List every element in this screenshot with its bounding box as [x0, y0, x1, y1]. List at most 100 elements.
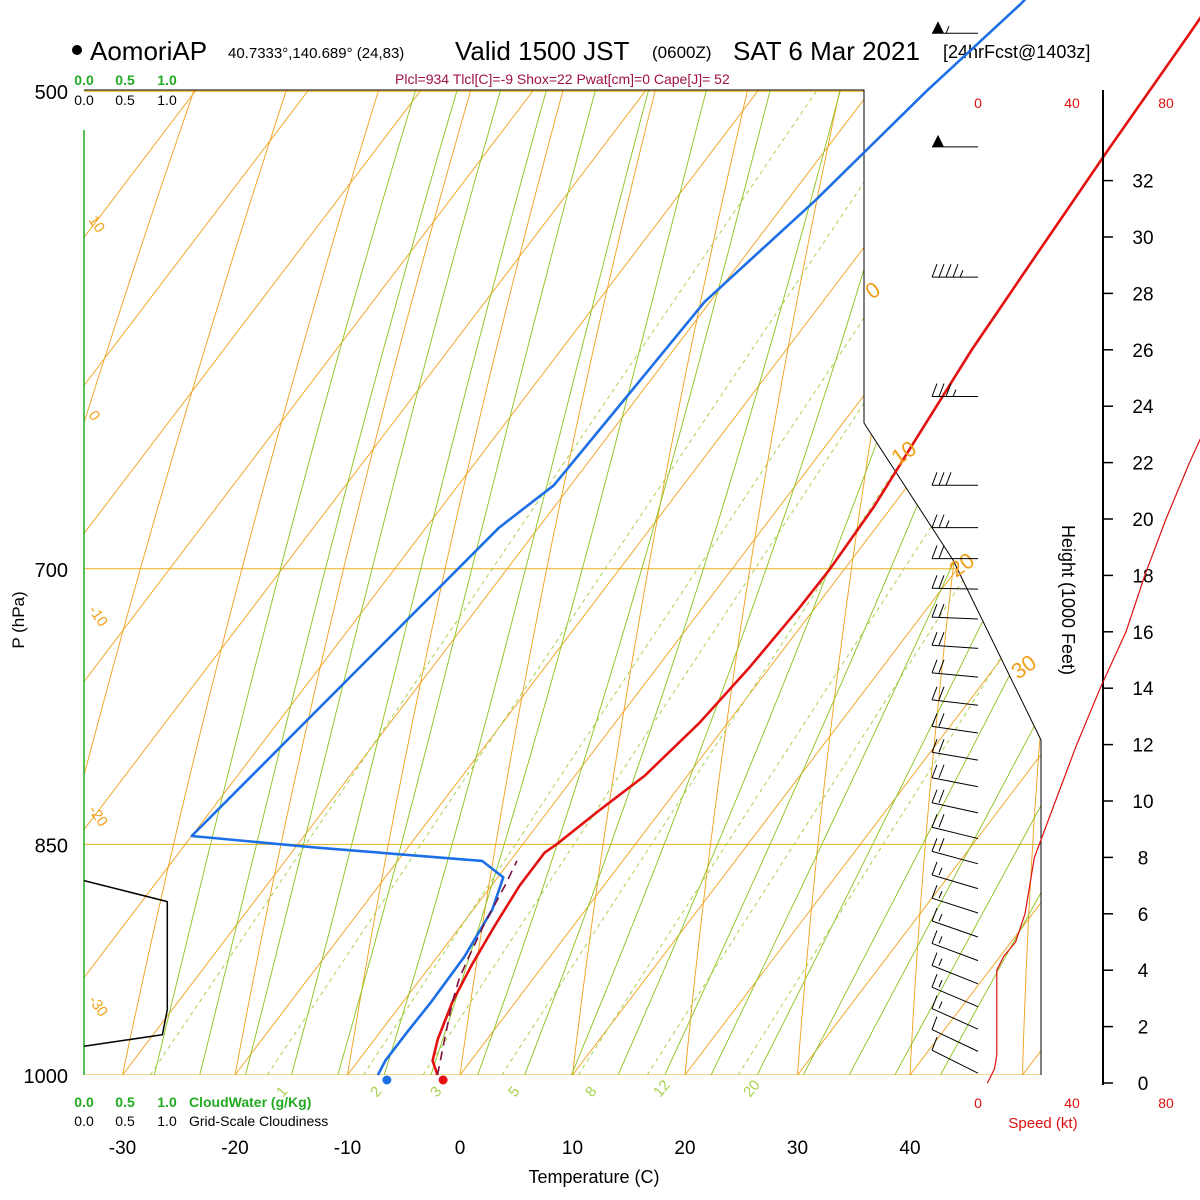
- cloudwater-tick-label: 0.5: [115, 72, 135, 88]
- temperature-tick-label: 0: [455, 1138, 466, 1159]
- forecast-info: [24hrFcst@1403z]: [943, 42, 1090, 62]
- isotherm-label: 0: [85, 408, 104, 425]
- dry-adiabat: [792, 90, 1041, 1075]
- wind-barb: [931, 545, 978, 560]
- wind-barb: [931, 974, 979, 1008]
- dry-adiabat: [564, 90, 1041, 1075]
- dry-adiabat: [84, 90, 597, 1075]
- wind-barb: [931, 995, 979, 1030]
- temperature-tick-label: -20: [221, 1138, 248, 1159]
- isotherm-line: [122, 90, 1041, 1075]
- moist-adiabat: [271, 90, 885, 1075]
- moist-adiabat: [181, 90, 812, 1075]
- isotherm-line: [84, 90, 1041, 1075]
- dry-adiabat: [84, 90, 671, 1075]
- sounding-indices: Plcl=934 Tlcl[C]=-9 Shox=22 Pwat[cm]=0 C…: [395, 71, 730, 87]
- x-axis-title: Temperature (C): [528, 1167, 659, 1187]
- wind-barb: [931, 264, 978, 278]
- station-dot-icon: [72, 45, 82, 55]
- isotherm-label: 10: [85, 213, 108, 236]
- height-tick-label: 18: [1132, 566, 1153, 587]
- temperature-tick-label: -10: [334, 1138, 361, 1159]
- height-tick-label: 32: [1132, 172, 1153, 193]
- mixing-ratio-line: [577, 90, 1041, 1075]
- cloudiness-panel: [83, 879, 169, 1048]
- height-tick-label: 20: [1132, 510, 1153, 531]
- moist-adiabat: [721, 90, 1041, 1075]
- temperature-tick-label: -30: [109, 1138, 136, 1159]
- wind-barb: [931, 952, 979, 985]
- wind-barb: [931, 514, 978, 529]
- speed-tick-label: 80: [1158, 95, 1174, 111]
- y-axis-title: P (hPa): [9, 591, 28, 648]
- wind-barb: [931, 1037, 979, 1074]
- cloudiness-tick-label: 0.0: [74, 1113, 94, 1129]
- height-tick-label: 24: [1132, 397, 1154, 418]
- wind-barb: [931, 686, 979, 706]
- height-tick-label: 2: [1138, 1018, 1149, 1039]
- temperature-tick-label: 40: [899, 1138, 920, 1159]
- height-tick-label: 30: [1132, 228, 1153, 249]
- wind-barb: [931, 814, 979, 840]
- isotherm-line: [909, 90, 1041, 1075]
- mixing-ratio-line: [266, 90, 1041, 1075]
- moist-adiabat: [496, 90, 1041, 1075]
- moist-adiabat: [586, 90, 1041, 1075]
- dry-adiabat: [1020, 90, 1041, 1075]
- moist-adiabat: [857, 90, 1041, 1075]
- pressure-tick-label: 850: [35, 835, 68, 857]
- cloudwater-label: CloudWater (g/Kg): [189, 1094, 311, 1110]
- wind-barb: [931, 603, 979, 620]
- chart-border: [84, 89, 1042, 1075]
- height-tick-label: 6: [1138, 905, 1149, 926]
- isotherm-label: -30: [85, 993, 111, 1021]
- moist-adiabat: [226, 90, 848, 1075]
- isotherm-line: [684, 90, 1041, 1075]
- isotherm-line: [84, 90, 831, 1075]
- height-tick-label: 28: [1132, 284, 1153, 305]
- wind-barb: [931, 632, 979, 649]
- wind-panel: [931, 21, 979, 1074]
- height-tick-label: 16: [1132, 623, 1153, 644]
- valid-time: Valid 1500 JST: [455, 36, 630, 66]
- temperature-line: [431, 16, 1200, 1076]
- moist-adiabat: [767, 90, 1041, 1075]
- moist-adiabat: [451, 90, 1041, 1075]
- height-tick-label: 0: [1138, 1074, 1149, 1095]
- wind-barb: [931, 659, 979, 678]
- height-axis-title: Height (1000 Feet): [1058, 525, 1078, 675]
- moist-adiabat: [316, 90, 925, 1075]
- background-grid: [84, 90, 1041, 1075]
- isotherm-line: [84, 90, 944, 1075]
- wind-barb: [931, 713, 979, 734]
- cloudiness-tick-label: 1.0: [157, 1113, 177, 1129]
- wind-barb: [932, 134, 978, 148]
- moist-adiabat: [541, 90, 1041, 1075]
- height-panel: 0246810121416182022242628303200404080801…: [974, 90, 1200, 1111]
- temperature-tick-label: 30: [787, 1138, 808, 1159]
- isotherm-line: [572, 90, 1041, 1075]
- height-tick-label: 8: [1138, 848, 1149, 869]
- mixing-ratio-label: 20: [740, 1077, 764, 1101]
- dry-adiabat: [107, 90, 746, 1075]
- isotherm-label: -20: [85, 803, 111, 831]
- cloudiness-tick-label: 1.0: [157, 92, 177, 108]
- surface-temperature-point: [438, 1075, 448, 1085]
- wind-barb: [931, 575, 979, 590]
- speed-tick-label: 0: [974, 95, 982, 111]
- pressure-tick-label: 700: [35, 560, 68, 582]
- mixing-ratio-line: [737, 90, 1041, 1075]
- mixing-ratio-label: 3: [427, 1083, 445, 1100]
- wind-barb: [931, 838, 979, 865]
- mixing-ratio-label: 2: [367, 1083, 385, 1100]
- moist-adiabat: [361, 90, 969, 1075]
- temperature-tick-label: 10: [562, 1138, 583, 1159]
- valid-date: SAT 6 Mar 2021: [733, 36, 920, 66]
- cloudiness-label: Grid-Scale Cloudiness: [189, 1113, 328, 1129]
- wind-speed-line: [986, 438, 1200, 1084]
- height-tick-label: 14: [1132, 679, 1154, 700]
- moist-adiabat: [136, 90, 778, 1075]
- pressure-tick-label: 1000: [24, 1066, 69, 1088]
- cloudwater-tick-label: 1.0: [157, 1094, 177, 1110]
